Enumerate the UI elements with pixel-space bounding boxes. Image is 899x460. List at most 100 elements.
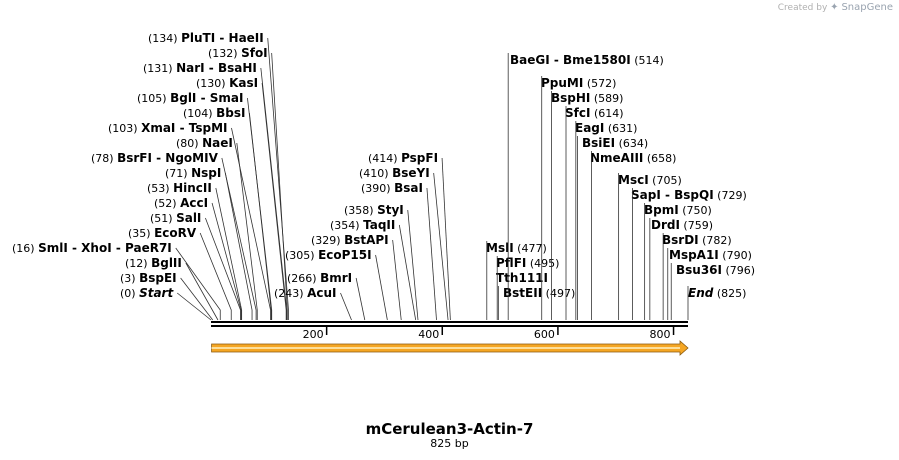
enzyme-name: PspFI bbox=[401, 151, 438, 165]
site-label-end: End (825) bbox=[688, 286, 746, 300]
site-position: (52) bbox=[154, 197, 180, 210]
enzyme-name: PluTI bbox=[181, 31, 215, 45]
enzyme-name: Bsu36I bbox=[676, 263, 722, 277]
site-position: (495) bbox=[526, 257, 559, 270]
enzyme-name: - TspMI bbox=[175, 121, 227, 135]
site-label-bmri: (266) BmrI bbox=[287, 271, 352, 285]
site-position: (53) bbox=[147, 182, 173, 195]
site-position: (305) bbox=[285, 249, 318, 262]
site-label-sapi: SapI - BspQI (729) bbox=[631, 188, 747, 202]
enzyme-name: Start bbox=[139, 286, 174, 300]
site-label-bbsi: (104) BbsI bbox=[183, 106, 245, 120]
site-position: (658) bbox=[643, 152, 676, 165]
site-connector bbox=[211, 202, 242, 320]
site-position: (410) bbox=[359, 167, 392, 180]
site-connector bbox=[175, 247, 221, 320]
site-position: (71) bbox=[165, 167, 191, 180]
site-connector bbox=[441, 157, 451, 321]
site-position: (35) bbox=[128, 227, 154, 240]
site-position: (705) bbox=[649, 174, 682, 187]
site-connector bbox=[426, 187, 437, 321]
site-position: (759) bbox=[680, 219, 713, 232]
site-position: (825) bbox=[713, 287, 746, 300]
enzyme-name: BspHI bbox=[551, 91, 590, 105]
site-label-smli: (16) SmlI - XhoI - PaeR7I bbox=[12, 241, 172, 255]
enzyme-name: SfoI bbox=[241, 46, 268, 60]
enzyme-name: AcuI bbox=[307, 286, 336, 300]
site-label-nspi: (71) NspI bbox=[165, 166, 221, 180]
enzyme-name: BbsI bbox=[216, 106, 245, 120]
site-label-styi: (358) StyI bbox=[344, 203, 404, 217]
site-position: (589) bbox=[590, 92, 623, 105]
enzyme-name: SapI bbox=[631, 188, 661, 202]
site-label-bsrdi: BsrDI (782) bbox=[662, 233, 732, 247]
snapgene-logo-icon: ✦ bbox=[830, 2, 839, 13]
site-label-ppumi: PpuMI (572) bbox=[541, 76, 616, 90]
enzyme-name: - XhoI bbox=[68, 241, 112, 255]
enzyme-name: AccI bbox=[180, 196, 208, 210]
site-position: (729) bbox=[714, 189, 747, 202]
enzyme-name: NspI bbox=[191, 166, 221, 180]
enzyme-name: MscI bbox=[618, 173, 649, 187]
site-position: (358) bbox=[344, 204, 377, 217]
site-connector bbox=[176, 292, 212, 321]
site-position: (390) bbox=[361, 182, 394, 195]
site-label-bsiei: BsiEI (634) bbox=[582, 136, 648, 150]
site-position: (132) bbox=[208, 47, 241, 60]
site-connector bbox=[180, 277, 214, 321]
watermark-prefix: Created by bbox=[777, 3, 828, 13]
enzyme-name: BspEI bbox=[139, 271, 177, 285]
site-label-msci: MscI (705) bbox=[618, 173, 682, 187]
site-label-msli: MslI (477) bbox=[486, 241, 547, 255]
site-connector bbox=[355, 277, 366, 321]
site-position: (12) bbox=[125, 257, 151, 270]
site-position: (782) bbox=[699, 234, 732, 247]
enzyme-name: SalI bbox=[176, 211, 201, 225]
enzyme-name: XmaI bbox=[141, 121, 175, 135]
enzyme-name: TaqII bbox=[363, 218, 395, 232]
sequence-length: 825 bp bbox=[430, 437, 469, 450]
site-label-sfci: SfcI (614) bbox=[565, 106, 624, 120]
site-position: (243) bbox=[274, 287, 307, 300]
enzyme-name: HincII bbox=[173, 181, 212, 195]
snapgene-watermark: Created by ✦ SnapGene bbox=[778, 2, 893, 13]
site-position: (103) bbox=[108, 122, 141, 135]
site-position: (329) bbox=[311, 234, 344, 247]
site-position: (266) bbox=[287, 272, 320, 285]
site-position: (614) bbox=[590, 107, 623, 120]
site-connector bbox=[271, 52, 288, 320]
enzyme-name: NmeAIII bbox=[590, 151, 643, 165]
enzyme-name: MspA1I bbox=[669, 248, 719, 262]
enzyme-name: - Bme1580I bbox=[550, 53, 631, 67]
site-connector bbox=[247, 97, 273, 320]
site-label-bpmi: BpmI (750) bbox=[644, 203, 712, 217]
site-position: (131) bbox=[143, 62, 176, 75]
site-position: (750) bbox=[679, 204, 712, 217]
site-label-baegi: BaeGI - Bme1580I (514) bbox=[510, 53, 664, 67]
site-connector bbox=[231, 127, 271, 320]
site-connector bbox=[224, 172, 253, 320]
site-position: (0) bbox=[120, 287, 139, 300]
enzyme-name: - HaeII bbox=[215, 31, 264, 45]
enzyme-name: BglII bbox=[151, 256, 182, 270]
site-connector bbox=[261, 82, 287, 320]
enzyme-name: BstAPI bbox=[344, 233, 389, 247]
site-position: (514) bbox=[631, 54, 664, 67]
site-position: (477) bbox=[514, 242, 547, 255]
site-label-pluti: (134) PluTI - HaeII bbox=[148, 31, 264, 45]
site-label-acci: (52) AccI bbox=[154, 196, 208, 210]
enzyme-name: Tth111I bbox=[496, 271, 548, 285]
enzyme-name: BaeGI bbox=[510, 53, 550, 67]
site-connector bbox=[185, 262, 219, 321]
sequence-title: mCerulean3-Actin-7 bbox=[365, 420, 534, 438]
site-position: (134) bbox=[148, 32, 181, 45]
ruler-tick-label: 200 bbox=[303, 328, 324, 341]
enzyme-name: PflFI bbox=[496, 256, 526, 270]
site-label-hincii: (53) HincII bbox=[147, 181, 212, 195]
enzyme-name: SfcI bbox=[565, 106, 590, 120]
site-label-bsai: (390) BsaI bbox=[361, 181, 423, 195]
enzyme-name: - SmaI bbox=[196, 91, 243, 105]
site-connector bbox=[433, 172, 449, 321]
site-position: (51) bbox=[150, 212, 176, 225]
